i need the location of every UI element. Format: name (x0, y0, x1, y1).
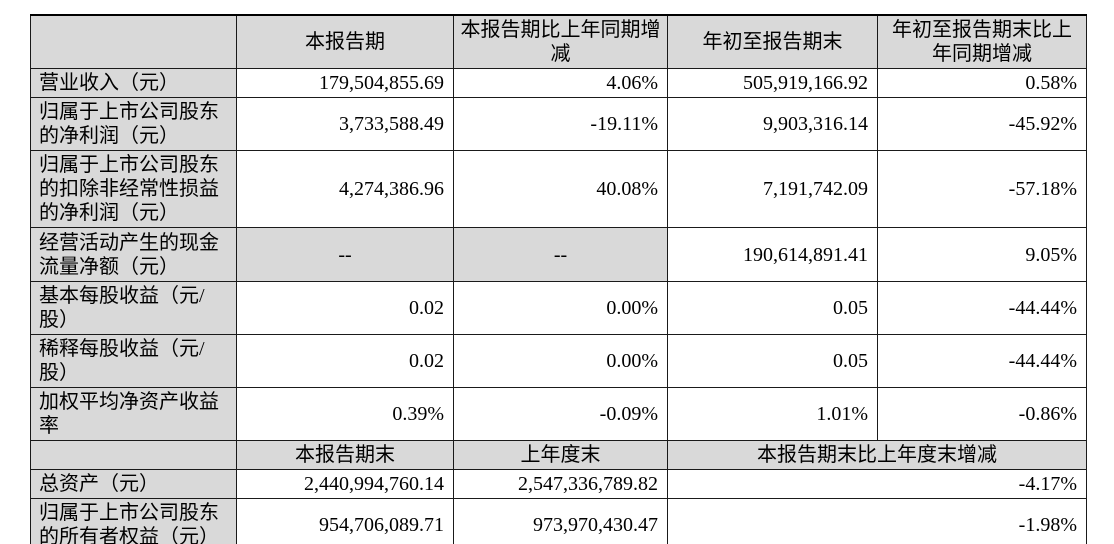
metric-value: 0.00% (453, 334, 668, 388)
metric-value: -0.09% (453, 387, 668, 441)
metric-value: 0.58% (877, 68, 1087, 98)
metric-value: -19.11% (453, 97, 668, 151)
col-header-current-period: 本报告期 (236, 14, 454, 69)
metric-value: 4.06% (453, 68, 668, 98)
metric-value: 9.05% (877, 227, 1087, 282)
metric-value: -1.98% (667, 498, 1087, 544)
metric-row-weighted-avg-roe: 加权平均净资产收益率 0.39% -0.09% 1.01% -0.86% (30, 387, 1087, 441)
metric-value: 0.02 (236, 281, 454, 335)
metric-value: 0.00% (453, 281, 668, 335)
metric-label: 营业收入（元） (30, 68, 237, 98)
col-header-current-period-end: 本报告期末 (236, 440, 454, 470)
metric-value: 4,274,386.96 (236, 150, 454, 228)
metric-label: 归属于上市公司股东的净利润（元） (30, 97, 237, 151)
metric-value: 0.05 (667, 334, 878, 388)
metric-value: -4.17% (667, 469, 1087, 499)
metric-value: -45.92% (877, 97, 1087, 151)
metric-label: 稀释每股收益（元/股） (30, 334, 237, 388)
metric-value: 0.39% (236, 387, 454, 441)
metric-row-diluted-eps: 稀释每股收益（元/股） 0.02 0.00% 0.05 -44.44% (30, 334, 1087, 388)
metric-label: 总资产（元） (30, 469, 237, 499)
metric-label: 经营活动产生的现金流量净额（元） (30, 227, 237, 282)
metric-row-equity-attributable: 归属于上市公司股东的所有者权益（元） 954,706,089.71 973,97… (30, 498, 1087, 544)
col-header-ytd-vs-prior: 年初至报告期末比上年同期增减 (877, 14, 1087, 69)
metric-label: 归属于上市公司股东的所有者权益（元） (30, 498, 237, 544)
metric-label: 归属于上市公司股东的扣除非经常性损益的净利润（元） (30, 150, 237, 228)
metric-value: -0.86% (877, 387, 1087, 441)
metric-row-total-assets: 总资产（元） 2,440,994,760.14 2,547,336,789.82… (30, 469, 1087, 499)
metric-value: 0.02 (236, 334, 454, 388)
metric-value: 179,504,855.69 (236, 68, 454, 98)
metric-value: 2,440,994,760.14 (236, 469, 454, 499)
metric-value: 954,706,089.71 (236, 498, 454, 544)
metric-value: 0.05 (667, 281, 878, 335)
metric-value: 7,191,742.09 (667, 150, 878, 228)
metric-value: -44.44% (877, 281, 1087, 335)
metric-value: 505,919,166.92 (667, 68, 878, 98)
corner-cell (30, 440, 237, 470)
metric-value: 973,970,430.47 (453, 498, 668, 544)
metric-row-revenue: 营业收入（元） 179,504,855.69 4.06% 505,919,166… (30, 68, 1087, 98)
col-header-change-vs-prior-year-end: 本报告期末比上年度末增减 (667, 440, 1087, 470)
metric-value: -44.44% (877, 334, 1087, 388)
metric-value: 3,733,588.49 (236, 97, 454, 151)
metric-value: -57.18% (877, 150, 1087, 228)
metric-value-na: -- (236, 227, 454, 282)
col-header-ytd: 年初至报告期末 (667, 14, 878, 69)
financial-summary-table: 本报告期 本报告期比上年同期增减 年初至报告期末 年初至报告期末比上年同期增减 … (30, 14, 1087, 544)
metric-value: 2,547,336,789.82 (453, 469, 668, 499)
metric-label: 基本每股收益（元/股） (30, 281, 237, 335)
corner-cell (30, 14, 237, 69)
metric-value-na: -- (453, 227, 668, 282)
metric-label: 加权平均净资产收益率 (30, 387, 237, 441)
yearend-header-row: 本报告期末 上年度末 本报告期末比上年度末增减 (30, 440, 1087, 470)
metric-value: 1.01% (667, 387, 878, 441)
metric-row-net-profit-excl-nonrecurring: 归属于上市公司股东的扣除非经常性损益的净利润（元） 4,274,386.96 4… (30, 150, 1087, 228)
metric-value: 190,614,891.41 (667, 227, 878, 282)
metric-row-basic-eps: 基本每股收益（元/股） 0.02 0.00% 0.05 -44.44% (30, 281, 1087, 335)
metric-value: 9,903,316.14 (667, 97, 878, 151)
metric-row-operating-cash-flow: 经营活动产生的现金流量净额（元） -- -- 190,614,891.41 9.… (30, 227, 1087, 282)
period-header-row: 本报告期 本报告期比上年同期增减 年初至报告期末 年初至报告期末比上年同期增减 (30, 14, 1087, 69)
metric-value: 40.08% (453, 150, 668, 228)
metric-row-net-profit: 归属于上市公司股东的净利润（元） 3,733,588.49 -19.11% 9,… (30, 97, 1087, 151)
col-header-current-vs-prior: 本报告期比上年同期增减 (453, 14, 668, 69)
col-header-prior-year-end: 上年度末 (453, 440, 668, 470)
